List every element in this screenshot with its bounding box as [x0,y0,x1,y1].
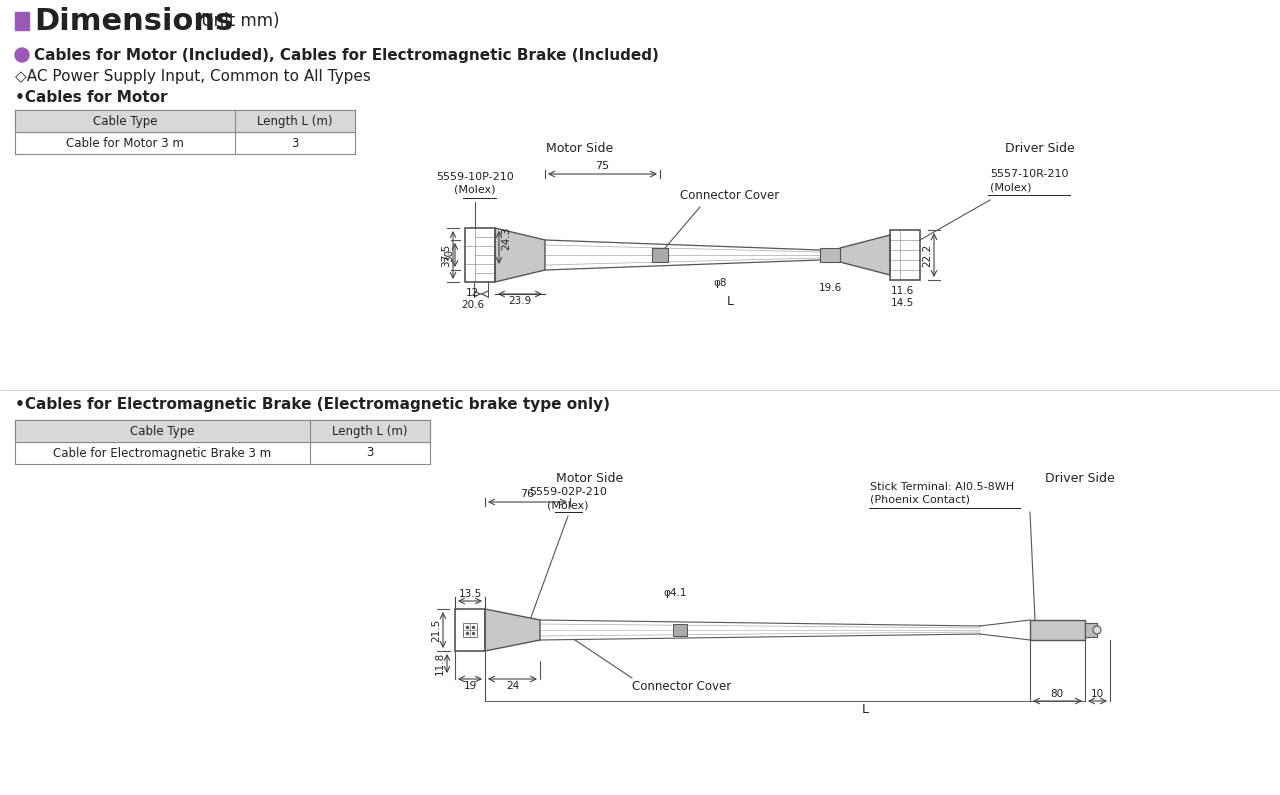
Text: 3: 3 [292,137,298,149]
Text: Driver Side: Driver Side [1046,471,1115,484]
Bar [673,624,687,636]
Text: 5559-02P-210
(Molex): 5559-02P-210 (Molex) [529,487,607,510]
Text: 3: 3 [366,447,374,460]
Text: 75: 75 [595,161,609,171]
Circle shape [1093,626,1101,634]
Bar [465,228,495,282]
Text: φ4.1: φ4.1 [663,588,687,598]
Text: Cable for Electromagnetic Brake 3 m: Cable for Electromagnetic Brake 3 m [54,447,271,460]
Text: 14.5: 14.5 [891,298,914,308]
Text: 11.6: 11.6 [891,286,914,296]
Text: Motor Side: Motor Side [557,471,623,484]
Bar [454,609,485,651]
Text: ◇AC Power Supply Input, Common to All Types: ◇AC Power Supply Input, Common to All Ty… [15,68,371,83]
Text: Connector Cover: Connector Cover [681,189,780,202]
Text: L: L [861,703,869,716]
Text: Motor Side: Motor Side [547,142,613,154]
Text: 5557-10R-210
(Molex): 5557-10R-210 (Molex) [989,169,1069,192]
Text: Cable for Motor 3 m: Cable for Motor 3 m [67,137,184,149]
Text: 24.3: 24.3 [500,227,511,250]
Bar [820,248,840,262]
Text: Connector Cover: Connector Cover [632,680,731,693]
Text: 23.9: 23.9 [508,296,531,306]
Text: Cable Type: Cable Type [92,114,157,127]
Text: Cables for Motor (Included), Cables for Electromagnetic Brake (Included): Cables for Motor (Included), Cables for … [35,48,659,63]
Text: 11.8: 11.8 [435,651,445,675]
Text: •Cables for Electromagnetic Brake (Electromagnetic brake type only): •Cables for Electromagnetic Brake (Elect… [15,398,611,413]
Text: Stick Terminal: AI0.5-8WH
(Phoenix Contact): Stick Terminal: AI0.5-8WH (Phoenix Conta… [870,482,1014,505]
Text: 12: 12 [466,288,479,298]
Text: 24: 24 [506,681,520,691]
Polygon shape [495,228,545,282]
Text: L: L [727,295,733,308]
Text: 10: 10 [1091,689,1103,699]
Text: 20.6: 20.6 [461,300,484,310]
Bar [1085,623,1097,637]
Polygon shape [840,235,890,275]
Text: φ8: φ8 [713,278,727,288]
Text: 5559-10P-210
(Molex): 5559-10P-210 (Molex) [436,172,513,195]
Bar [15,420,430,442]
Bar [652,248,668,262]
Text: 19: 19 [463,681,476,691]
Text: Length L (m): Length L (m) [257,114,333,127]
Text: •Cables for Motor: •Cables for Motor [15,90,168,104]
Bar [463,623,477,637]
Text: 13.5: 13.5 [458,589,481,599]
Text: Cable Type: Cable Type [131,425,195,437]
Circle shape [15,48,29,62]
Text: 19.6: 19.6 [818,283,842,293]
Bar [1030,620,1085,640]
Text: Length L (m): Length L (m) [333,425,408,437]
Text: (Unit mm): (Unit mm) [195,12,279,30]
Text: 76: 76 [521,489,535,499]
Text: 30: 30 [444,248,454,262]
Text: 21.5: 21.5 [431,619,442,642]
Polygon shape [485,609,540,651]
Bar [890,230,920,280]
Text: 22.2: 22.2 [922,243,932,266]
Bar [15,110,355,132]
Bar [15,12,29,30]
Text: Driver Side: Driver Side [1005,142,1075,154]
Text: 37.5: 37.5 [442,243,451,266]
Text: 80: 80 [1051,689,1064,699]
Text: Dimensions: Dimensions [35,6,233,36]
